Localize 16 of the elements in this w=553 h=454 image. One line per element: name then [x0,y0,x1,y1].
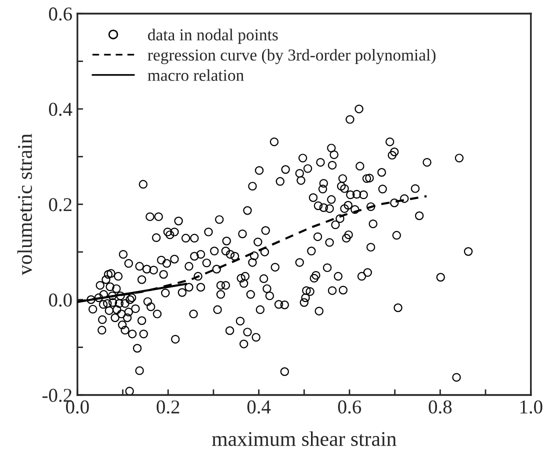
y-tick-label: 0.6 [48,7,72,21]
y-tick-label: 0.0 [48,293,72,307]
legend-label: regression curve (by 3rd-order polynomial) [148,48,436,64]
x-tick-label: 0.4 [247,400,271,414]
legend-label: macro relation [148,69,244,81]
x-tick-label: 0.8 [428,400,452,414]
y-axis-title: volumetric strain [17,134,32,276]
y-tick-label: 0.2 [48,198,72,212]
x-tick-label: 1.0 [520,400,542,414]
y-tick-label: -0.2 [42,388,72,402]
x-tick-label: 0.6 [338,400,362,414]
x-tick-label: 0.0 [66,400,89,414]
x-tick-label: 0.2 [156,400,180,414]
x-axis-title: maximum shear strain [212,431,396,446]
y-tick-label: 0.4 [48,102,72,116]
legend-label: data in nodal points [148,28,278,44]
